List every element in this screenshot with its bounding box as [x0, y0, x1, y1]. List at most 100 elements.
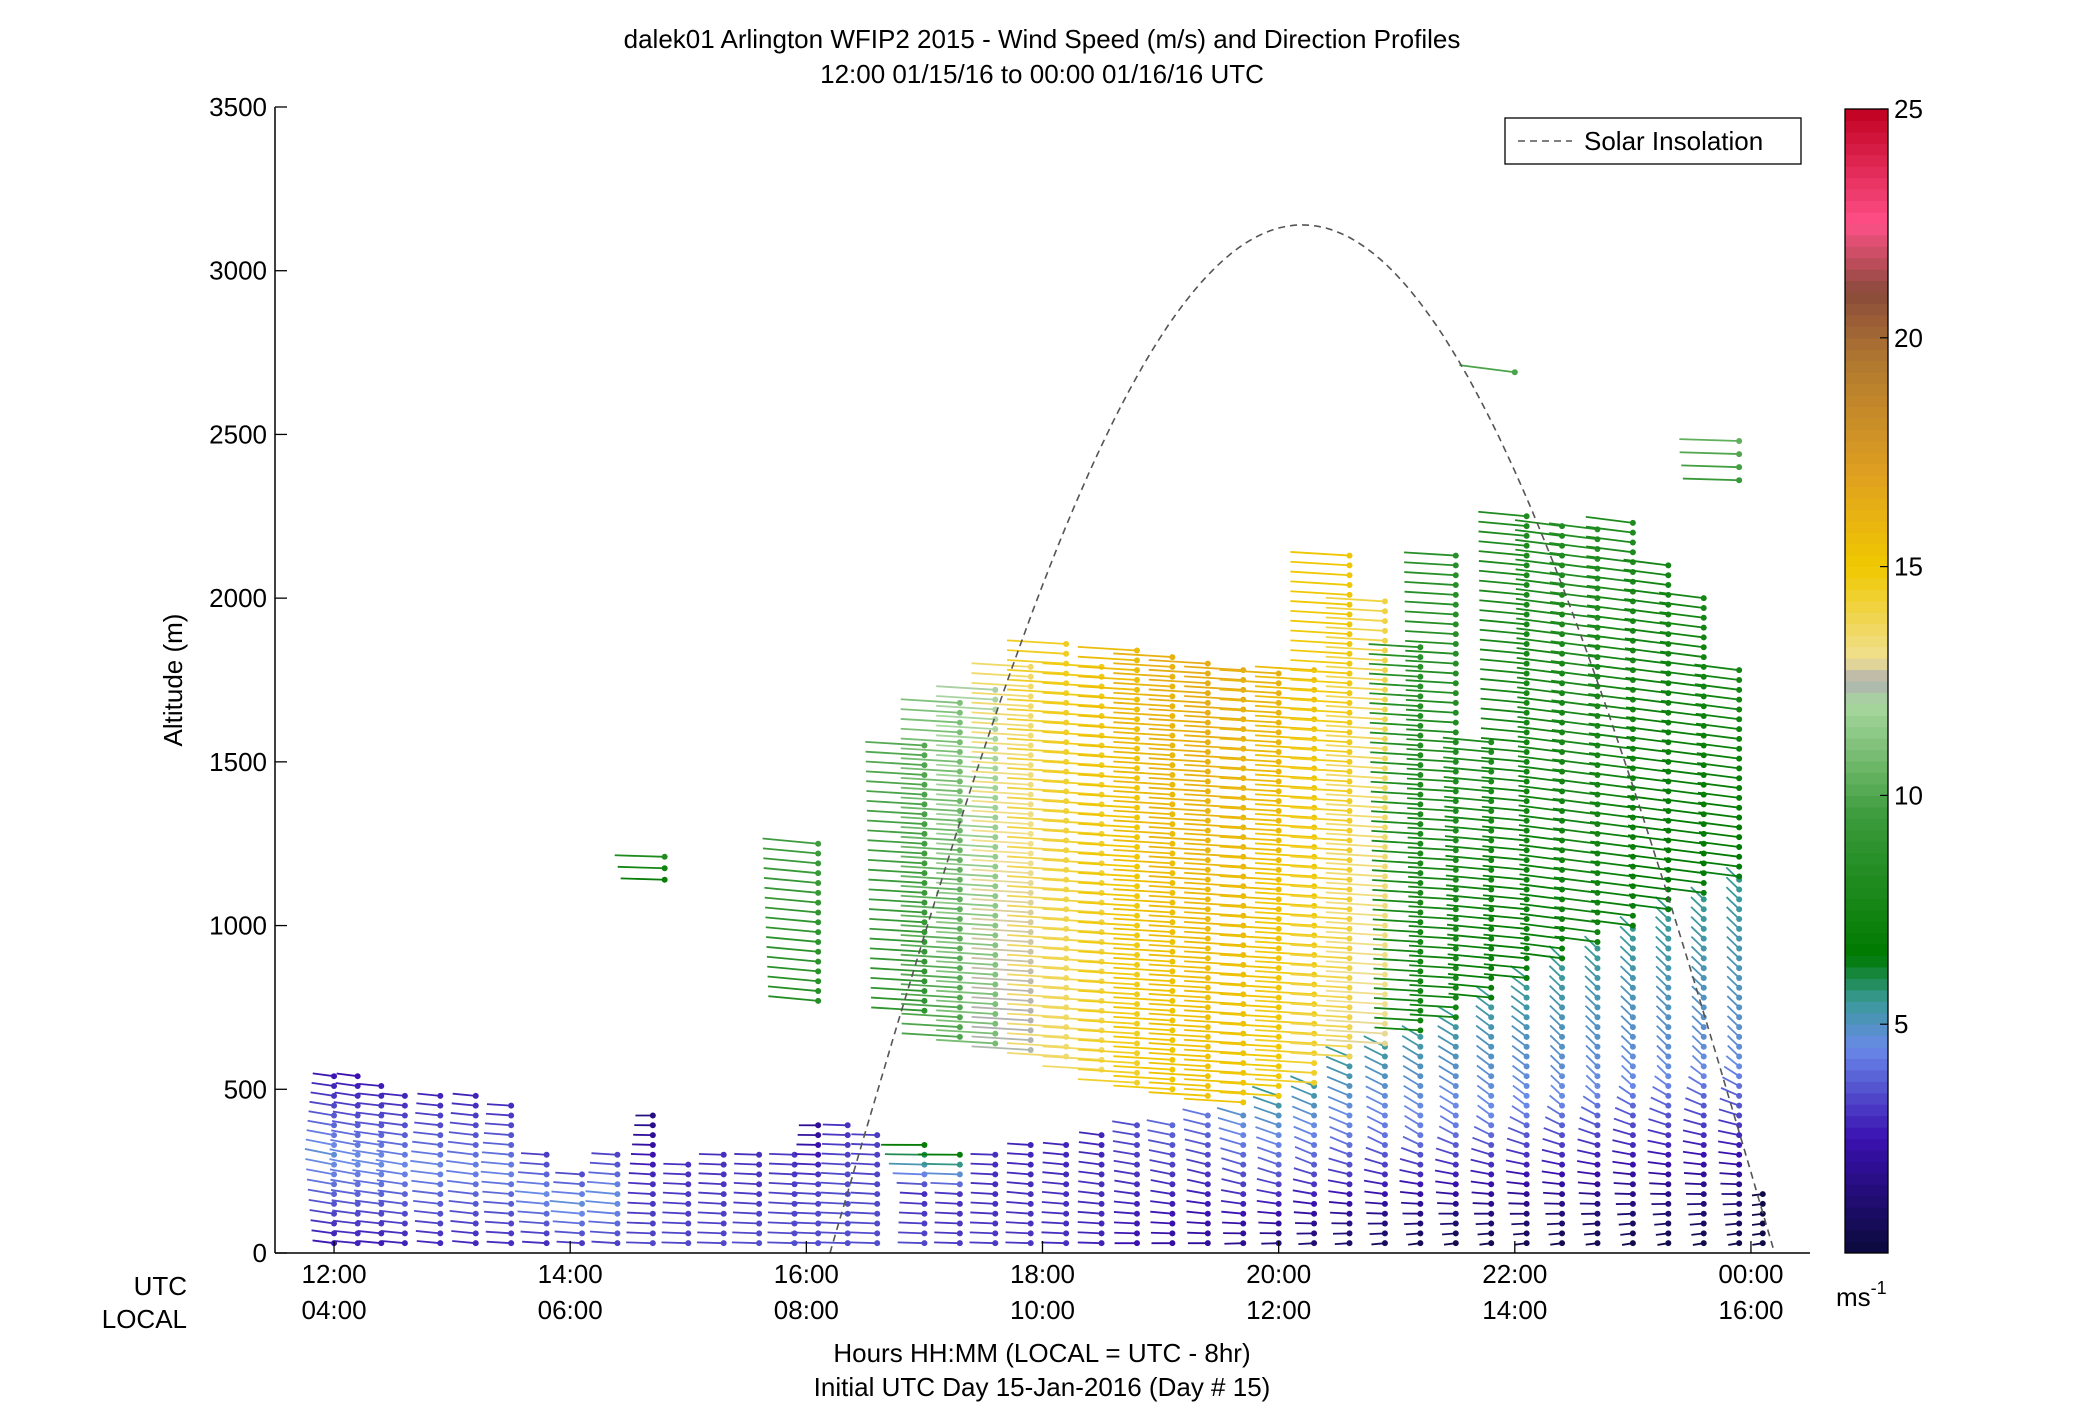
wind-barb-point — [1523, 935, 1530, 942]
wind-barb-point — [1523, 1063, 1530, 1070]
wind-barb-point — [1275, 906, 1282, 913]
wind-barb-point — [1629, 974, 1636, 981]
wind-barb-point — [649, 1151, 656, 1158]
wind-barb-point — [1275, 798, 1282, 805]
wind-barb-stem — [1254, 842, 1315, 848]
wind-barb-point — [1346, 640, 1353, 647]
x-tick-label-local: 14:00 — [1482, 1295, 1547, 1325]
wind-barb-point — [1594, 974, 1601, 981]
wind-barb-stem — [898, 1231, 925, 1235]
wind-barb-stem — [1184, 1009, 1244, 1015]
wind-barb-point — [685, 1181, 692, 1188]
wind-barb-stem — [1290, 609, 1350, 616]
wind-barb-point — [1629, 539, 1636, 546]
wind-barb-point — [401, 1132, 408, 1139]
wind-barb-stem — [1252, 1095, 1279, 1107]
wind-barb-stem — [586, 1180, 618, 1186]
wind-barb-point — [1488, 994, 1495, 1001]
wind-barb-stem — [352, 1169, 382, 1176]
wind-barb-point — [1417, 1240, 1424, 1247]
wind-barb-stem — [1509, 1115, 1528, 1127]
wind-barb-point — [874, 1151, 881, 1158]
wind-barb-point — [1133, 657, 1140, 664]
wind-barb-stem — [1290, 904, 1350, 911]
wind-barb-stem — [1518, 814, 1563, 822]
wind-barb-point — [1311, 1210, 1318, 1217]
wind-barb-stem — [1325, 616, 1385, 622]
wind-barb-stem — [1219, 698, 1279, 704]
wind-barb-point — [1488, 945, 1495, 952]
wind-barb-stem — [1290, 718, 1350, 724]
wind-barb-stem — [1042, 907, 1102, 914]
wind-barb-point — [1133, 696, 1140, 703]
wind-barb-stem — [869, 917, 925, 924]
wind-barb-point — [1523, 542, 1530, 549]
wind-barb-stem — [1290, 619, 1350, 626]
wind-barb-point — [1559, 1230, 1566, 1237]
wind-barb-stem — [936, 950, 996, 956]
colorbar-strip — [1845, 680, 1888, 693]
wind-barb-point — [1559, 1122, 1566, 1129]
wind-barb-point — [1417, 850, 1424, 857]
wind-barb-point — [815, 870, 822, 877]
wind-barb-point — [1381, 961, 1388, 968]
wind-barb-point — [1240, 1112, 1247, 1119]
wind-barb-stem — [1407, 866, 1456, 871]
wind-barb-point — [614, 1210, 621, 1217]
wind-barb-point — [1523, 1092, 1530, 1099]
wind-barb-point — [1381, 735, 1388, 742]
wind-barb-stem — [376, 1169, 406, 1176]
wind-barb-point — [508, 1122, 515, 1129]
wind-barb-point — [1523, 1112, 1530, 1119]
wind-barb-stem — [1586, 584, 1633, 593]
wind-barb-stem — [1647, 1128, 1669, 1136]
wind-barb-point — [1665, 906, 1672, 913]
wind-barb-stem — [1437, 1045, 1457, 1058]
wind-barb-stem — [1586, 574, 1633, 583]
wind-barb-stem — [1077, 695, 1138, 701]
wind-barb-point — [1169, 683, 1176, 690]
wind-barb-stem — [1077, 1038, 1138, 1045]
wind-barb-stem — [1663, 837, 1704, 845]
wind-barb-stem — [1217, 1117, 1244, 1127]
wind-barb-point — [472, 1132, 479, 1139]
wind-barb-point — [1204, 670, 1211, 677]
wind-barb-stem — [1409, 984, 1456, 989]
wind-barb-point — [1133, 843, 1140, 850]
wind-barb-stem — [1113, 937, 1173, 943]
wind-barb-stem — [1517, 696, 1563, 704]
colorbar-strip — [1845, 1229, 1888, 1243]
wind-barb-point — [921, 997, 928, 1004]
wind-barb-stem — [1254, 901, 1315, 907]
wind-barb-stem — [766, 946, 819, 953]
wind-barb-stem — [1481, 786, 1527, 793]
wind-barb-stem — [352, 1139, 382, 1146]
colorbar-strip — [1845, 497, 1888, 510]
wind-barb-stem — [1078, 1160, 1102, 1166]
wind-barb-stem — [1407, 807, 1456, 812]
wind-barb-stem — [1184, 1097, 1244, 1104]
wind-barb-stem — [1184, 704, 1244, 711]
wind-barb-point — [874, 1230, 881, 1237]
wind-barb-stem — [312, 1072, 335, 1078]
wind-barb-stem — [1518, 794, 1563, 803]
wind-barb-stem — [936, 989, 996, 996]
wind-barb-point — [1133, 1210, 1140, 1217]
wind-barb-point — [1665, 1171, 1672, 1178]
wind-barb-stem — [1113, 711, 1173, 717]
wind-barb-stem — [1219, 993, 1279, 999]
wind-barb-stem — [970, 1153, 996, 1156]
wind-barb-point — [1133, 853, 1140, 860]
wind-barb-point — [378, 1141, 385, 1148]
wind-barb-stem — [1364, 1065, 1386, 1077]
wind-barb-stem — [1372, 898, 1421, 904]
wind-barb-point — [1665, 1014, 1672, 1021]
wind-barb-stem — [1148, 1149, 1173, 1156]
wind-barb-stem — [1219, 943, 1279, 950]
wind-barb-point — [992, 981, 999, 988]
wind-barb-stem — [1366, 1212, 1385, 1215]
wind-barb-point — [1417, 1017, 1424, 1024]
wind-barb-point — [472, 1230, 479, 1237]
wind-barb-stem — [1517, 706, 1563, 714]
wind-barb-stem — [1483, 904, 1527, 911]
